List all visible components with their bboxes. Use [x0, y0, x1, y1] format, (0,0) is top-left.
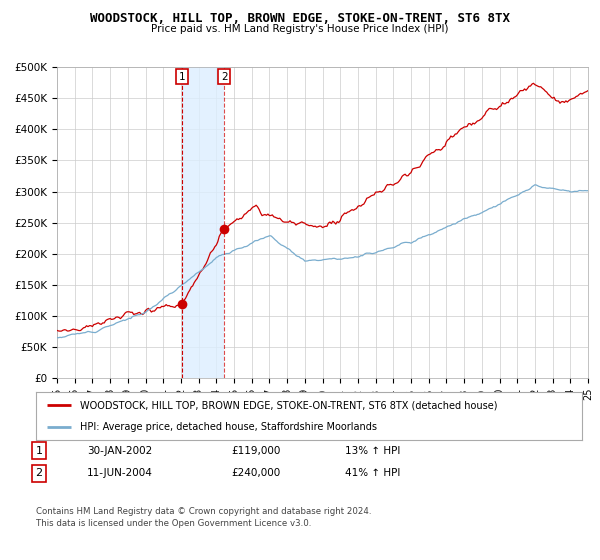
- Text: Price paid vs. HM Land Registry's House Price Index (HPI): Price paid vs. HM Land Registry's House …: [151, 24, 449, 34]
- Text: WOODSTOCK, HILL TOP, BROWN EDGE, STOKE-ON-TRENT, ST6 8TX (detached house): WOODSTOCK, HILL TOP, BROWN EDGE, STOKE-O…: [80, 400, 497, 410]
- Text: 2: 2: [221, 72, 227, 82]
- Text: 1: 1: [179, 72, 185, 82]
- Text: 2: 2: [35, 468, 43, 478]
- Text: 41% ↑ HPI: 41% ↑ HPI: [345, 468, 400, 478]
- Text: 13% ↑ HPI: 13% ↑ HPI: [345, 446, 400, 456]
- Text: 30-JAN-2002: 30-JAN-2002: [87, 446, 152, 456]
- Text: 11-JUN-2004: 11-JUN-2004: [87, 468, 153, 478]
- Bar: [182, 67, 224, 378]
- Text: HPI: Average price, detached house, Staffordshire Moorlands: HPI: Average price, detached house, Staf…: [80, 422, 377, 432]
- Text: 1: 1: [35, 446, 43, 456]
- Text: This data is licensed under the Open Government Licence v3.0.: This data is licensed under the Open Gov…: [36, 519, 311, 528]
- Text: WOODSTOCK, HILL TOP, BROWN EDGE, STOKE-ON-TRENT, ST6 8TX: WOODSTOCK, HILL TOP, BROWN EDGE, STOKE-O…: [90, 12, 510, 25]
- Text: £119,000: £119,000: [231, 446, 280, 456]
- Text: Contains HM Land Registry data © Crown copyright and database right 2024.: Contains HM Land Registry data © Crown c…: [36, 507, 371, 516]
- Text: £240,000: £240,000: [231, 468, 280, 478]
